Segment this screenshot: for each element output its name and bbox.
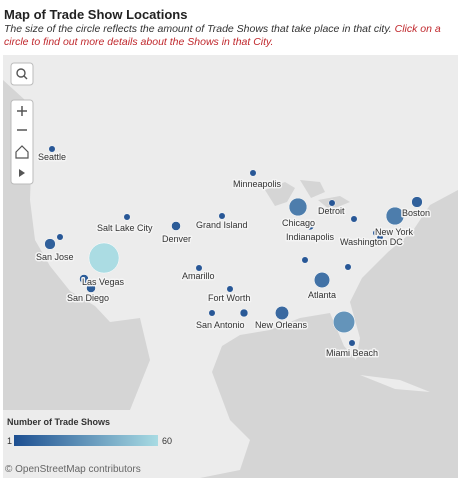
city-bubble[interactable] [288,197,308,217]
search-icon [16,68,26,78]
city-bubble[interactable] [332,310,356,334]
city-label: New Orleans [255,320,308,330]
city-label: Amarillo [182,271,215,281]
city-bubble[interactable] [350,215,358,223]
city-bubble[interactable] [385,206,405,226]
bubbles [44,145,423,347]
city-label: Salt Lake City [97,223,153,233]
subtitle-action: Click on a circle to find out more detai… [4,23,441,48]
city-bubble[interactable] [249,169,257,177]
city-bubble[interactable] [305,221,315,231]
city-bubble[interactable] [411,196,423,208]
zoom-panel [10,99,34,185]
land [3,55,458,478]
city-label: Denver [162,234,191,244]
city-bubble[interactable] [218,212,226,220]
search-icon [23,75,28,80]
city-label: Las Vegas [82,277,125,287]
city-bubble[interactable] [48,145,56,153]
city-label: Washington DC [340,237,403,247]
legend-gradient [14,435,158,446]
city-bubble[interactable] [226,285,234,293]
city-label: Seattle [38,152,66,162]
labels: Seattle San Jose Salt Lake City Denver Grand… [35,151,432,360]
city-bubble[interactable] [301,256,309,264]
city-bubble[interactable] [171,221,181,231]
map-controls [10,62,34,185]
legend-title: Number of Trade Shows [7,417,110,427]
city-bubble[interactable] [195,264,203,272]
city-bubble[interactable] [376,234,384,242]
city-label: Fort Worth [208,293,250,303]
zoom-in[interactable] [17,106,27,116]
subtitle: The size of the circle reflects the amou… [4,23,458,49]
city-bubble[interactable] [275,306,289,320]
city-bubble[interactable] [44,238,56,250]
title: Map of Trade Show Locations [4,7,188,22]
city-bubble[interactable] [123,213,131,221]
legend-max: 60 [162,436,172,446]
city-label: Chicago [282,218,315,228]
legend-min: 1 [7,436,12,446]
city-label: Grand Island [196,220,248,230]
city-label: Indianapolis [286,232,335,242]
city-label: San Diego [67,293,109,303]
city-label: Detroit [318,206,345,216]
city-label: Atlanta [308,290,336,300]
subtitle-text: The size of the circle reflects the amou… [4,23,392,35]
city-bubble[interactable] [372,229,380,237]
city-bubble[interactable] [239,308,249,318]
city-label: San Antonio [196,320,245,330]
city-label: Miami Beach [326,348,378,358]
city-label: Minneapolis [233,179,282,189]
city-bubble[interactable] [348,339,356,347]
city-bubble[interactable] [88,242,120,274]
attribution: © OpenStreetMap contributors [5,464,141,475]
city-bubble[interactable] [79,274,89,284]
city-label: New York [375,227,414,237]
city-bubble[interactable] [344,263,352,271]
search-button[interactable] [10,62,34,86]
city-bubble[interactable] [328,199,336,207]
play[interactable] [19,169,25,177]
city-bubble[interactable] [208,309,216,317]
city-bubble[interactable] [56,233,64,241]
home[interactable] [15,145,29,159]
map: Seattle San Jose Salt Lake City Denver Grand… [3,55,458,478]
cuba [360,375,430,392]
city-label: Boston [402,208,430,218]
city-bubble[interactable] [86,283,96,293]
city-bubble[interactable] [313,271,331,289]
city-label: San Jose [36,252,74,262]
